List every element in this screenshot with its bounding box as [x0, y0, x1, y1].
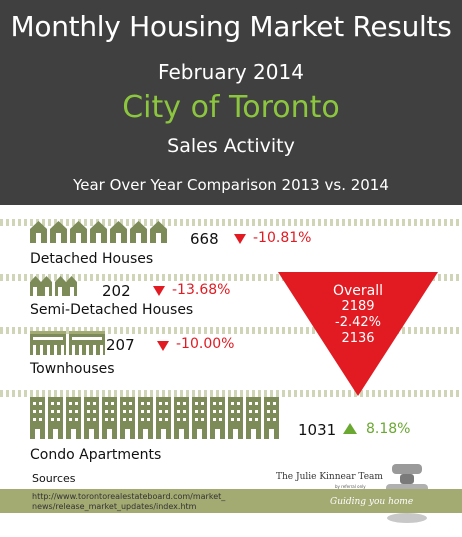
condo-building-icon	[66, 397, 81, 439]
condo-building-icon	[174, 397, 189, 439]
semi-detached-count: 202	[102, 282, 131, 300]
increase-arrow-icon	[343, 423, 357, 434]
overall-2013: 2189	[341, 299, 375, 314]
decrease-arrow-icon	[234, 234, 246, 244]
condo-building-icon	[84, 397, 99, 439]
sources-url[interactable]: http://www.torontorealestateboard.com/ma…	[32, 492, 225, 512]
townhouse-icon	[30, 331, 66, 355]
condo-building-icon	[48, 397, 63, 439]
condo-building-icon	[192, 397, 207, 439]
house-icon	[150, 221, 167, 243]
detached-count: 668	[190, 230, 219, 248]
condo-label: Condo Apartments	[30, 447, 162, 463]
townhouse-change: -10.00%	[176, 336, 235, 352]
condo-building-icon	[156, 397, 171, 439]
house-icon	[130, 221, 147, 243]
decrease-arrow-icon	[157, 341, 169, 351]
condo-building-icon	[264, 397, 279, 439]
house-icon	[90, 221, 107, 243]
semi-detached-icon	[55, 276, 77, 296]
header-banner: Monthly Housing Market Results February …	[0, 0, 462, 205]
team-subtitle: by referral only	[335, 484, 366, 489]
section-subtitle: Sales Activity	[167, 135, 295, 157]
comparison-label: Year Over Year Comparison 2013 vs. 2014	[73, 176, 389, 194]
condo-icons	[30, 397, 279, 439]
row-divider	[0, 274, 462, 281]
report-date: February 2014	[158, 60, 304, 84]
condo-building-icon	[120, 397, 135, 439]
semi-detached-change: -13.68%	[172, 282, 231, 298]
detached-change: -10.81%	[253, 230, 312, 246]
overall-title: Overall	[332, 283, 384, 299]
condo-count: 1031	[298, 421, 337, 439]
condo-building-icon	[30, 397, 45, 439]
condo-building-icon	[228, 397, 243, 439]
townhouse-label: Townhouses	[30, 361, 115, 377]
semi-detached-icons	[30, 276, 77, 296]
overall-triangle	[278, 272, 438, 396]
condo-building-icon	[246, 397, 261, 439]
detached-icons	[30, 221, 167, 243]
condo-building-icon	[138, 397, 153, 439]
infographic-title: Monthly Housing Market Results	[10, 10, 452, 43]
house-icon	[70, 221, 87, 243]
condo-building-icon	[102, 397, 117, 439]
semi-detached-label: Semi-Detached Houses	[30, 302, 194, 318]
row-divider	[0, 219, 462, 226]
condo-building-icon	[210, 397, 225, 439]
tagline: Guiding you home	[330, 497, 414, 507]
overall-2014: 2136	[341, 331, 375, 346]
sources-url-line1[interactable]: http://www.torontorealestateboard.com/ma…	[32, 492, 226, 501]
townhouse-count: 207	[106, 336, 135, 354]
townhouse-icon	[69, 331, 105, 355]
house-icon	[50, 221, 67, 243]
overall-change: -2.42%	[335, 315, 381, 330]
overall-summary: Overall 2189 -2.42% 2136	[278, 283, 438, 347]
row-divider	[0, 327, 462, 334]
city-name: City of Toronto	[122, 90, 340, 125]
sources-label: Sources	[32, 472, 76, 485]
house-icon	[30, 221, 47, 243]
condo-change: 8.18%	[366, 421, 411, 437]
semi-detached-icon	[30, 276, 52, 296]
sources-bar	[0, 489, 462, 513]
detached-label: Detached Houses	[30, 251, 154, 267]
decrease-arrow-icon	[153, 286, 165, 296]
team-name: The Julie Kinnear Team	[276, 472, 383, 482]
townhouse-icons	[30, 331, 105, 355]
row-divider	[0, 390, 462, 397]
sources-url-line2[interactable]: news/release_market_updates/index.htm	[32, 502, 197, 511]
house-icon	[110, 221, 127, 243]
